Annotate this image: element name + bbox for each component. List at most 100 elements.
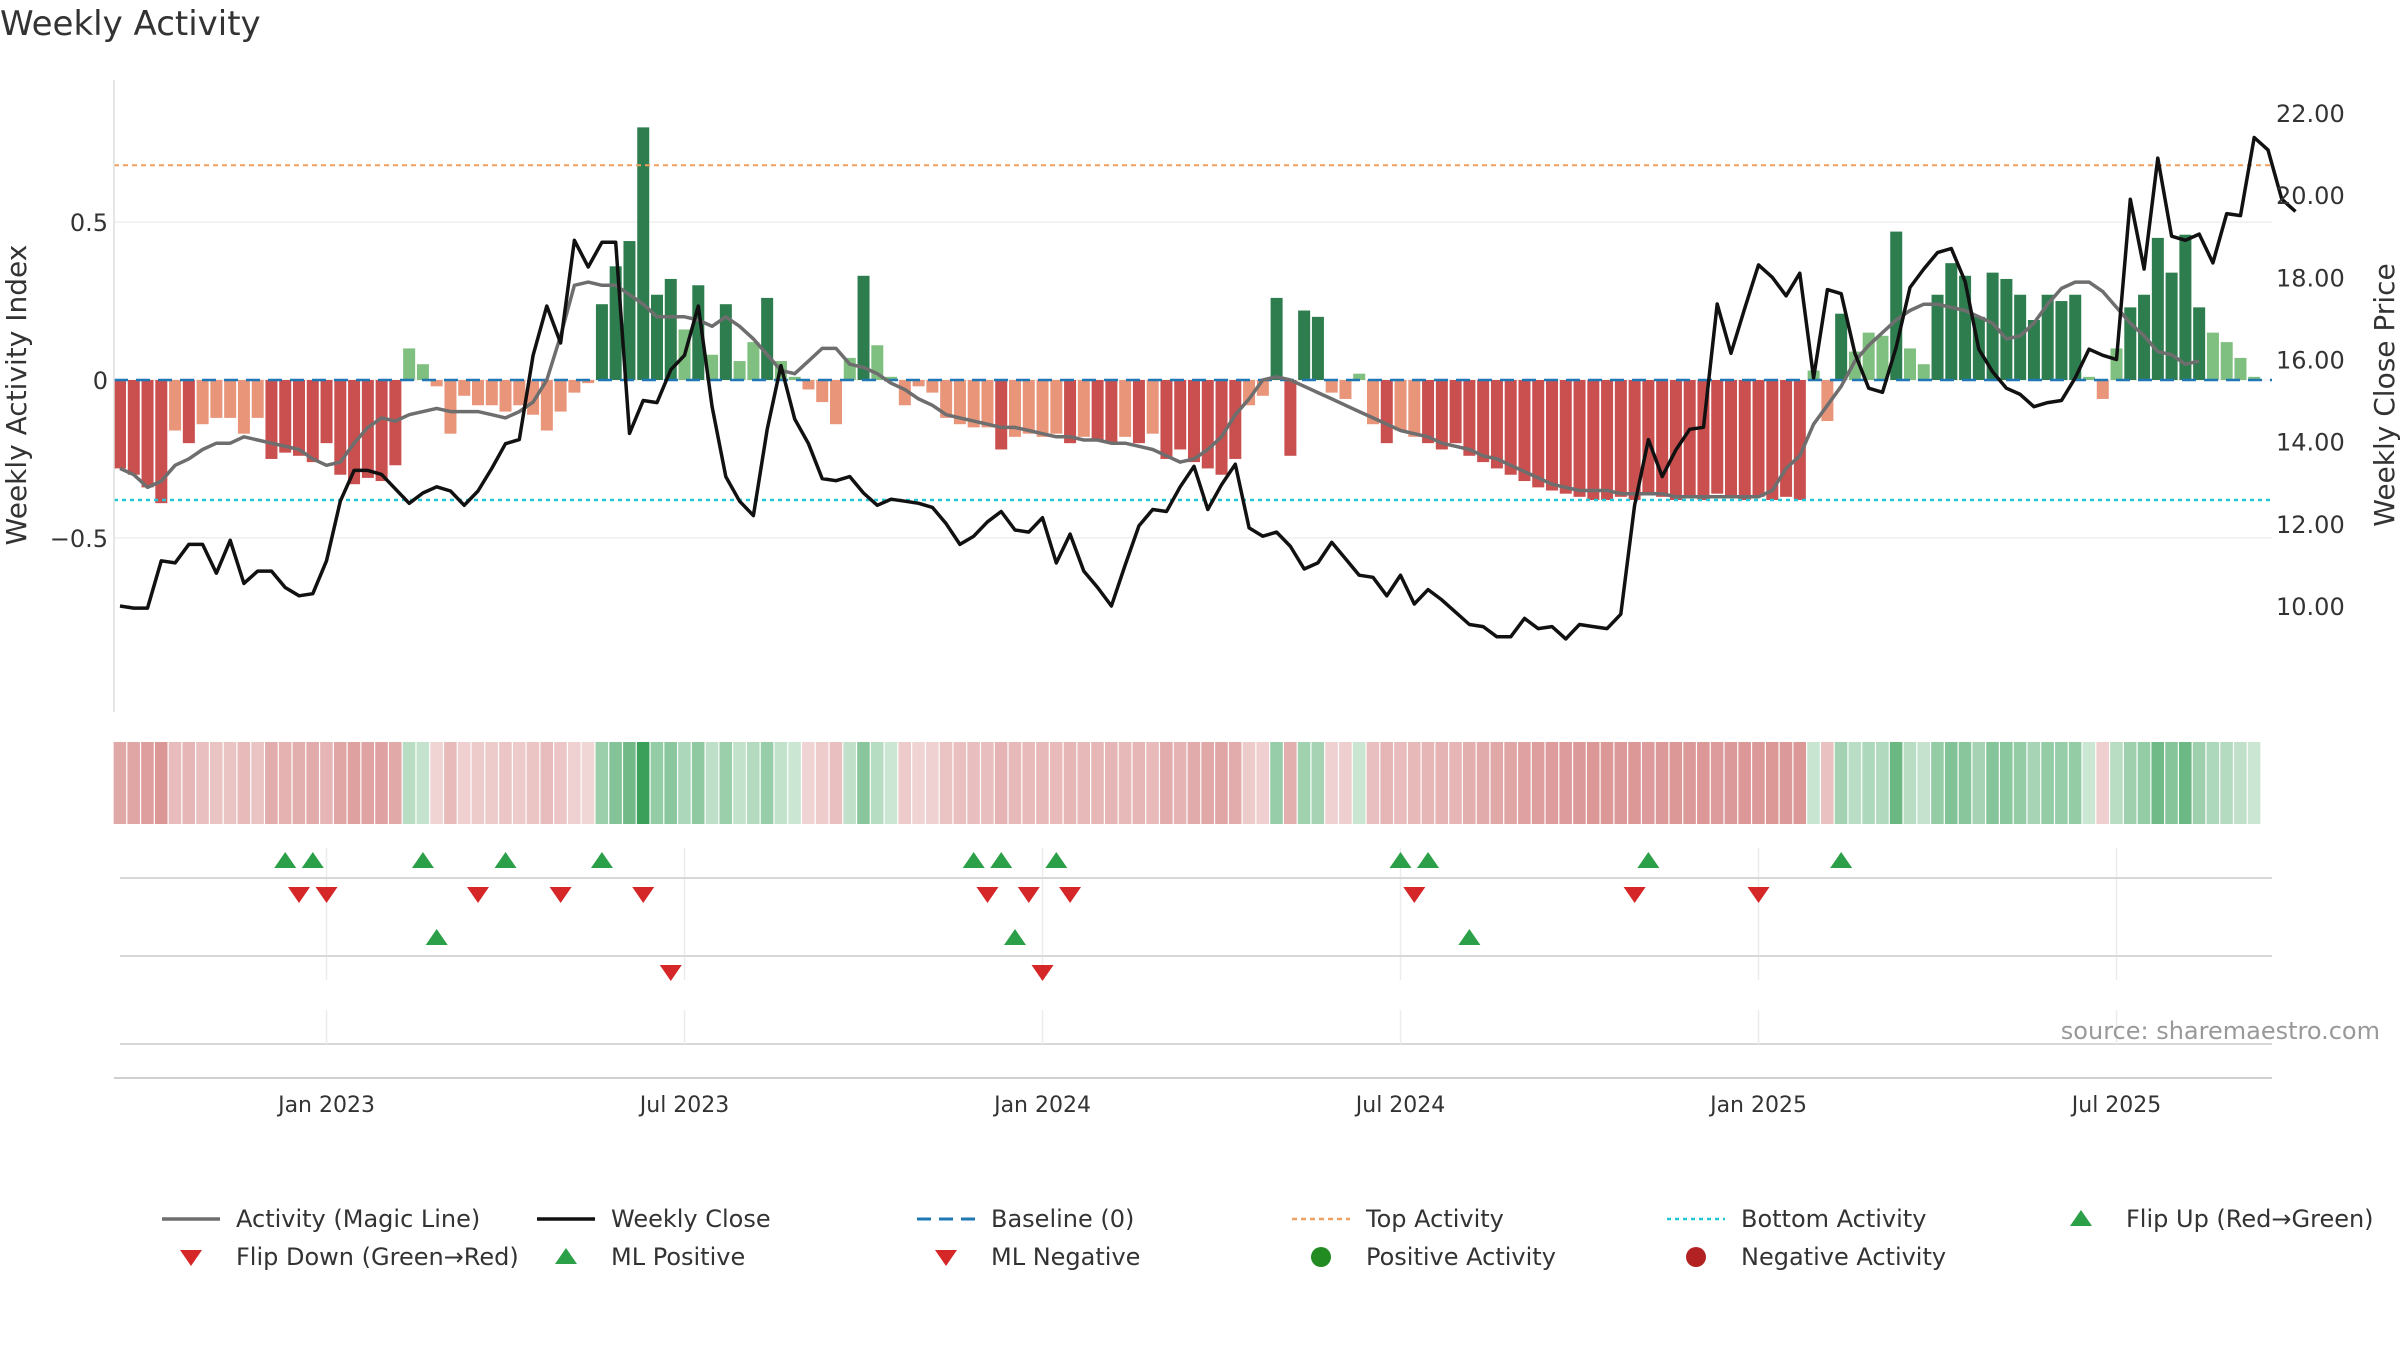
legend-item-negact: Negative Activity	[1665, 1238, 1946, 1276]
activity-bar	[1518, 380, 1531, 482]
activity-bar	[1559, 380, 1572, 494]
activity-bar	[595, 304, 608, 380]
activity-bar	[1229, 380, 1242, 459]
y2-axis-label: Weekly Close Price	[2368, 263, 2400, 526]
heat-cell	[1242, 742, 1256, 824]
activity-bar	[1449, 380, 1462, 444]
activity-bar	[237, 380, 250, 434]
heat-cell	[1710, 742, 1724, 824]
legend-dot	[1686, 1247, 1706, 1267]
signal-markers	[274, 852, 1853, 981]
activity-bar	[224, 380, 237, 418]
activity-bar	[1215, 380, 1228, 475]
heat-cell	[843, 742, 856, 824]
activity-bar	[1270, 297, 1283, 380]
flip-up-marker	[1389, 852, 1412, 868]
activity-bar	[1188, 380, 1200, 463]
activity-bar	[265, 380, 278, 459]
heat-cell	[994, 742, 1008, 824]
heat-cell	[636, 742, 650, 824]
x-tick-label: Jan 2023	[276, 1093, 375, 1118]
activity-bar	[155, 380, 168, 504]
activity-bar	[540, 380, 553, 431]
flip-up-marker	[1045, 852, 1068, 868]
activity-bar	[1587, 380, 1600, 500]
activity-bar	[430, 380, 443, 387]
heat-cell	[457, 742, 471, 824]
flipup-swatch	[2070, 1210, 2092, 1226]
activity-bar	[1683, 380, 1696, 497]
activity-bar	[210, 380, 223, 418]
heat-cell	[1008, 742, 1022, 824]
heat-cell	[1160, 742, 1173, 824]
mlpos-swatch	[555, 1248, 577, 1264]
close-swatch	[537, 1217, 595, 1221]
heat-cell	[416, 742, 430, 824]
heat-cell	[967, 742, 980, 824]
legend-triangle-up	[2070, 1210, 2092, 1226]
activity-bar	[2000, 278, 2013, 380]
heat-cell	[1738, 742, 1751, 824]
activity-bar	[761, 297, 774, 380]
heat-cell	[595, 742, 609, 824]
legend-item-mlpos: ML Positive	[535, 1238, 745, 1276]
heat-cell	[1614, 742, 1628, 824]
activity-bar	[1890, 231, 1903, 380]
activity-bar	[1077, 380, 1090, 437]
legend-item-bottom: Bottom Activity	[1665, 1200, 1926, 1238]
legend-label: Flip Down (Green→Red)	[236, 1243, 519, 1271]
activity-bar	[114, 380, 126, 469]
heat-cell	[1944, 742, 1958, 824]
heat-cell	[1779, 742, 1793, 824]
activity-bar	[1422, 380, 1435, 444]
ml-positive-marker	[425, 929, 448, 945]
activity-bar	[1311, 316, 1324, 380]
heat-cell	[829, 742, 843, 824]
heat-cell	[1256, 742, 1270, 824]
activity-bar	[788, 376, 801, 380]
heat-cell	[1352, 742, 1366, 824]
magic-swatch	[162, 1217, 220, 1221]
heat-cell	[2041, 742, 2054, 824]
magic-line	[119, 280, 2200, 499]
activity-bar	[623, 241, 636, 380]
activity-bar	[2179, 234, 2192, 380]
activity-bar	[912, 380, 925, 387]
heat-cell	[251, 742, 264, 824]
activity-bar	[1573, 380, 1586, 497]
heat-cell	[912, 742, 925, 824]
activity-bar	[444, 380, 457, 434]
heat-cell	[2179, 742, 2192, 824]
activity-bar	[692, 285, 705, 380]
activity-bar	[2027, 320, 2040, 380]
heat-cell	[1476, 742, 1490, 824]
legend-item-top: Top Activity	[1290, 1200, 1504, 1238]
flipdown-swatch	[180, 1250, 202, 1266]
activity-bar	[637, 127, 650, 380]
flip-up-marker	[590, 852, 613, 868]
heat-cell	[1586, 742, 1600, 824]
activity-bar	[1780, 380, 1793, 497]
activity-bar	[182, 380, 195, 444]
activity-bar	[2220, 342, 2233, 380]
activity-bar	[1835, 313, 1848, 380]
heat-cell	[154, 742, 168, 824]
heat-cell	[1531, 742, 1545, 824]
heat-cell	[1834, 742, 1848, 824]
flip-up-marker	[494, 852, 517, 868]
activity-bar	[1394, 380, 1407, 431]
heat-cell	[1297, 742, 1311, 824]
mlneg-swatch	[935, 1250, 957, 1266]
activity-bar	[141, 380, 154, 488]
y2-tick-label: 10.00	[2276, 593, 2345, 621]
activity-bar	[554, 380, 567, 412]
heat-cell	[196, 742, 209, 824]
legend-label: Weekly Close	[611, 1205, 771, 1233]
y-tick-label: 0.5	[70, 209, 108, 237]
legend-triangle-down	[180, 1250, 202, 1266]
activity-bar	[1201, 380, 1214, 469]
x-tick-label: Jul 2025	[2070, 1093, 2162, 1118]
chart-legend: Activity (Magic Line) Weekly Close Baselin…	[160, 1200, 2400, 1290]
heat-strip	[113, 742, 2261, 824]
activity-bar	[940, 380, 953, 418]
